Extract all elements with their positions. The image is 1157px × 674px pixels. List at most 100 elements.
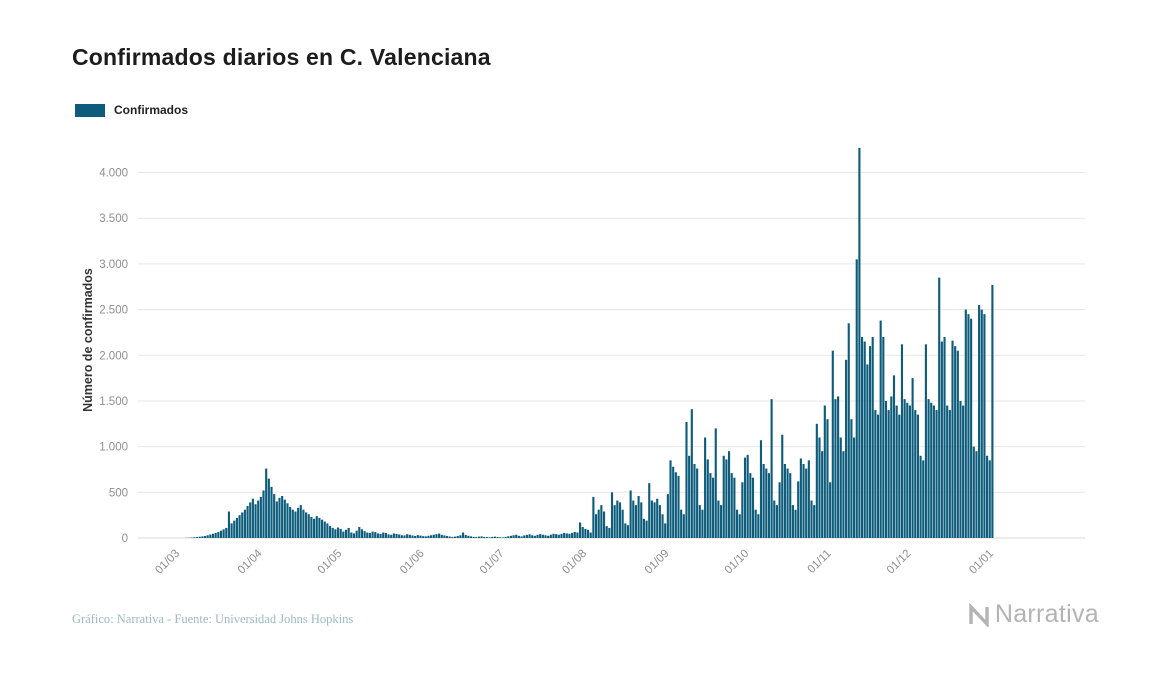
bar xyxy=(376,533,379,538)
bar xyxy=(533,535,536,538)
bar xyxy=(299,505,302,538)
bar xyxy=(512,535,515,538)
legend-label: Confirmados xyxy=(114,103,189,117)
bar xyxy=(821,451,824,538)
bar xyxy=(847,323,850,538)
bar xyxy=(884,400,888,538)
bar xyxy=(331,527,334,538)
bar xyxy=(972,446,975,538)
bar xyxy=(624,523,627,538)
bar xyxy=(956,350,959,538)
bar xyxy=(342,531,345,538)
bar xyxy=(339,528,342,538)
svg-text:1.500: 1.500 xyxy=(99,396,128,408)
bar xyxy=(704,437,707,538)
bar xyxy=(802,464,805,538)
bar xyxy=(621,509,624,538)
bar xyxy=(390,534,393,538)
bar xyxy=(730,473,733,538)
bar xyxy=(430,535,433,538)
bar xyxy=(243,509,246,538)
bar xyxy=(565,533,568,538)
bar xyxy=(815,423,818,538)
bar xyxy=(584,528,587,538)
bar xyxy=(786,468,789,538)
bar xyxy=(241,512,244,538)
bar xyxy=(496,537,499,538)
bar xyxy=(254,504,257,538)
bar xyxy=(419,535,422,538)
bar xyxy=(302,509,305,538)
bar xyxy=(480,536,483,538)
bar xyxy=(259,496,262,538)
bar xyxy=(924,344,927,538)
bar xyxy=(783,464,786,538)
bar xyxy=(477,536,481,538)
svg-text:0: 0 xyxy=(122,533,128,545)
bar xyxy=(906,402,909,538)
bar xyxy=(672,466,675,538)
bar xyxy=(775,505,778,538)
bar xyxy=(876,414,880,538)
bar xyxy=(467,535,470,538)
bar xyxy=(914,410,917,538)
bar xyxy=(536,534,539,538)
bar xyxy=(738,514,741,538)
bar xyxy=(576,532,579,538)
bar xyxy=(903,399,906,538)
bar xyxy=(414,535,417,538)
bar xyxy=(352,533,356,538)
bar xyxy=(986,455,989,538)
narrativa-logo: Narrativa xyxy=(967,600,1099,629)
bar xyxy=(831,350,834,538)
bar xyxy=(403,535,406,538)
bar xyxy=(416,535,419,538)
bar xyxy=(313,518,316,538)
bar xyxy=(201,536,204,538)
bar xyxy=(720,505,723,538)
bar xyxy=(632,500,635,538)
bar xyxy=(222,529,225,538)
bar xyxy=(227,511,231,538)
bar xyxy=(411,535,414,538)
bar xyxy=(297,507,300,538)
narrativa-logo-text: Narrativa xyxy=(994,600,1099,628)
bar xyxy=(794,509,797,538)
bar xyxy=(592,496,595,538)
bar xyxy=(461,532,465,538)
bar xyxy=(600,505,603,538)
bar xyxy=(882,337,885,538)
bar xyxy=(983,314,986,538)
bar xyxy=(826,419,829,538)
bar xyxy=(892,375,896,538)
bar xyxy=(451,536,454,538)
bar xyxy=(661,514,664,538)
bar xyxy=(206,535,209,538)
bar xyxy=(488,537,491,538)
bar xyxy=(589,532,592,538)
bar xyxy=(446,535,449,538)
bar xyxy=(464,534,467,538)
bar xyxy=(594,514,598,538)
bar xyxy=(805,468,808,538)
bar xyxy=(318,517,321,538)
bar xyxy=(714,428,717,538)
bar xyxy=(294,511,297,538)
bar xyxy=(709,473,712,538)
bar xyxy=(727,451,731,538)
bar xyxy=(962,405,965,538)
svg-text:3.000: 3.000 xyxy=(99,259,128,271)
bar xyxy=(970,318,973,538)
bar xyxy=(938,277,941,538)
bar xyxy=(696,468,699,538)
bar xyxy=(493,536,497,538)
bar xyxy=(249,502,252,538)
bar xyxy=(656,498,659,538)
bar xyxy=(440,534,443,538)
bar xyxy=(262,490,265,538)
gridlines xyxy=(138,172,1085,539)
svg-text:3.500: 3.500 xyxy=(99,213,128,225)
bar xyxy=(225,527,228,538)
bar xyxy=(344,529,348,538)
bar xyxy=(613,505,616,538)
